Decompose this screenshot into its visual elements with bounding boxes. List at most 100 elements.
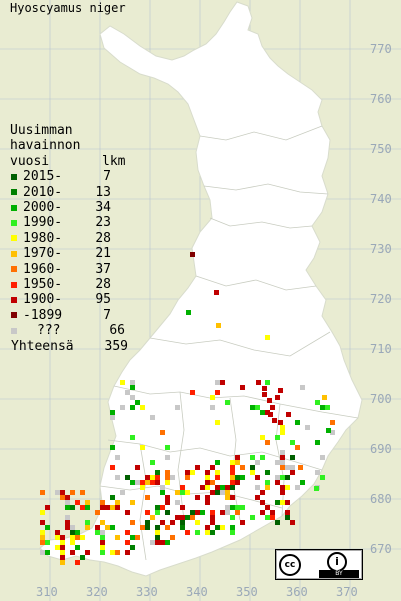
observation-square (145, 520, 150, 525)
observation-square (165, 510, 170, 515)
observation-square (265, 515, 270, 520)
observation-square (300, 480, 305, 485)
observation-square (290, 520, 295, 525)
observation-square (285, 515, 290, 520)
observation-square (165, 500, 170, 505)
observation-square (135, 465, 140, 470)
observation-square (125, 540, 130, 545)
observation-square (145, 475, 150, 480)
legend-year-label: 2010- (23, 184, 63, 200)
observation-square (155, 470, 160, 475)
observation-square (160, 520, 165, 525)
cc-icon: cc (279, 553, 301, 576)
observation-square (285, 500, 290, 505)
observation-square (155, 540, 160, 545)
observation-square (210, 395, 215, 400)
observation-square (80, 535, 85, 540)
observation-square (230, 515, 235, 520)
legend-year-label: 1970- (23, 246, 63, 262)
observation-square (215, 420, 220, 425)
species-title: Hyoscyamus niger (10, 1, 126, 15)
legend-swatch (11, 266, 17, 273)
observation-square (60, 555, 65, 560)
observation-square (100, 535, 105, 540)
observation-square (320, 475, 325, 480)
observation-square (190, 470, 195, 475)
y-axis-label: 740 (370, 192, 392, 206)
observation-square (230, 495, 235, 500)
observation-square (170, 520, 175, 525)
observation-square (265, 335, 270, 340)
observation-square (290, 465, 295, 470)
observation-square (260, 490, 265, 495)
x-axis-label: 370 (336, 585, 358, 599)
observation-square (255, 495, 260, 500)
observation-square (180, 520, 185, 525)
legend-col-count: lkm (102, 153, 126, 169)
observation-square (195, 530, 200, 535)
observation-square (75, 535, 80, 540)
observation-square (190, 510, 195, 515)
observation-square (165, 455, 170, 460)
observation-square (110, 525, 115, 530)
observation-square (230, 525, 235, 530)
observation-square (60, 535, 65, 540)
observation-square (200, 510, 205, 515)
observation-square (40, 550, 45, 555)
cc-by-license-badge[interactable]: cc i BY (275, 549, 363, 580)
legend-year-label: 1990- (23, 215, 63, 231)
observation-square (155, 475, 160, 480)
observation-square (305, 425, 310, 430)
observation-square (275, 475, 280, 480)
legend-year-label: 1980- (23, 230, 63, 246)
observation-square (85, 550, 90, 555)
observation-square (75, 560, 80, 565)
observation-square (330, 420, 335, 425)
observation-square (150, 515, 155, 520)
observation-square (100, 520, 105, 525)
observation-square (210, 515, 215, 520)
observation-square (190, 515, 195, 520)
observation-square (75, 500, 80, 505)
observation-square (240, 475, 245, 480)
legend-row: 1970- 21 (8, 246, 128, 261)
observation-square (300, 385, 305, 390)
observation-square (270, 515, 275, 520)
observation-square (110, 415, 115, 420)
observation-square (220, 490, 225, 495)
observation-square (235, 480, 240, 485)
observation-square (320, 455, 325, 460)
legend-swatch (11, 312, 17, 319)
observation-square (272, 418, 277, 423)
legend-year-label: 1950- (23, 276, 63, 292)
x-axis-label: 360 (286, 585, 308, 599)
x-axis-label: 350 (236, 585, 258, 599)
observation-square (180, 505, 185, 510)
legend-rows: 2015- 7 2010- 13 2000- 34 1990- 23 1980- 28 1970- 2… (8, 169, 128, 338)
observation-square (150, 460, 155, 465)
observation-square (230, 505, 235, 510)
observation-square (230, 470, 235, 475)
y-axis-label: 670 (370, 542, 392, 556)
observation-square (125, 550, 130, 555)
observation-square (215, 475, 220, 480)
legend-row: 2000- 34 (8, 200, 128, 215)
observation-square (250, 405, 255, 410)
observation-square (160, 430, 165, 435)
observation-square (215, 490, 220, 495)
observation-square (145, 510, 150, 515)
observation-square (140, 445, 145, 450)
observation-square (60, 495, 65, 500)
observation-square (210, 480, 215, 485)
observation-square (225, 495, 230, 500)
legend-heading-line2: havainnon (10, 138, 81, 154)
observation-square (140, 405, 145, 410)
observation-square (145, 525, 150, 530)
observation-square (70, 490, 75, 495)
observation-square (40, 510, 45, 515)
observation-square (262, 392, 267, 397)
observation-square (135, 535, 140, 540)
legend-year-label: 2015- (23, 169, 63, 185)
observation-square (135, 400, 140, 405)
observation-square (280, 465, 285, 470)
